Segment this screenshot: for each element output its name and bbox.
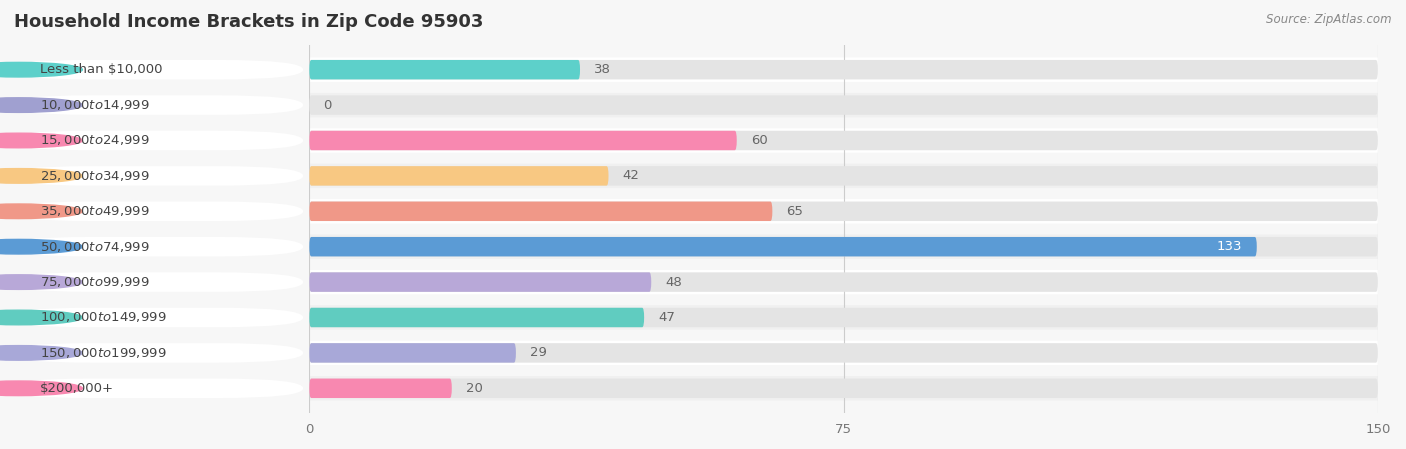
FancyBboxPatch shape [6,379,304,398]
Text: Less than $10,000: Less than $10,000 [41,63,163,76]
FancyBboxPatch shape [309,308,1378,327]
Text: $100,000 to $149,999: $100,000 to $149,999 [41,311,167,325]
FancyBboxPatch shape [309,166,609,185]
Text: $10,000 to $14,999: $10,000 to $14,999 [41,98,150,112]
Text: 133: 133 [1218,240,1243,253]
Text: 42: 42 [623,169,640,182]
Circle shape [0,346,83,360]
FancyBboxPatch shape [309,202,1378,221]
Circle shape [0,381,83,396]
FancyBboxPatch shape [309,164,1378,188]
Text: 60: 60 [751,134,768,147]
FancyBboxPatch shape [309,341,1378,365]
FancyBboxPatch shape [6,166,304,185]
Text: Household Income Brackets in Zip Code 95903: Household Income Brackets in Zip Code 95… [14,13,484,31]
Circle shape [0,239,83,254]
Text: $25,000 to $34,999: $25,000 to $34,999 [41,169,150,183]
Circle shape [0,98,83,112]
Text: $15,000 to $24,999: $15,000 to $24,999 [41,133,150,147]
FancyBboxPatch shape [6,343,304,363]
Circle shape [0,204,83,219]
Text: $200,000+: $200,000+ [41,382,114,395]
FancyBboxPatch shape [309,343,1378,363]
FancyBboxPatch shape [6,202,304,221]
FancyBboxPatch shape [309,57,1378,82]
FancyBboxPatch shape [309,273,1378,292]
FancyBboxPatch shape [309,270,1378,294]
Text: $150,000 to $199,999: $150,000 to $199,999 [41,346,167,360]
FancyBboxPatch shape [309,199,1378,224]
Circle shape [0,133,83,148]
Circle shape [0,168,83,183]
Text: 38: 38 [595,63,612,76]
FancyBboxPatch shape [309,237,1378,256]
FancyBboxPatch shape [309,60,581,79]
FancyBboxPatch shape [6,308,304,327]
Circle shape [0,62,83,77]
Text: 0: 0 [323,99,332,112]
FancyBboxPatch shape [309,305,1378,330]
FancyBboxPatch shape [309,234,1378,259]
Text: 48: 48 [665,276,682,289]
FancyBboxPatch shape [6,237,304,256]
FancyBboxPatch shape [309,93,1378,117]
Text: 29: 29 [530,346,547,359]
Text: 20: 20 [465,382,482,395]
FancyBboxPatch shape [309,202,772,221]
FancyBboxPatch shape [309,376,1378,401]
Text: 47: 47 [658,311,675,324]
Circle shape [0,275,83,290]
FancyBboxPatch shape [6,273,304,292]
FancyBboxPatch shape [309,343,516,363]
FancyBboxPatch shape [6,131,304,150]
FancyBboxPatch shape [309,379,451,398]
Text: 65: 65 [786,205,803,218]
FancyBboxPatch shape [309,60,1378,79]
FancyBboxPatch shape [309,131,1378,150]
FancyBboxPatch shape [6,95,304,115]
FancyBboxPatch shape [309,379,1378,398]
FancyBboxPatch shape [6,60,304,79]
FancyBboxPatch shape [309,166,1378,185]
FancyBboxPatch shape [309,308,644,327]
FancyBboxPatch shape [309,95,1378,115]
Text: $50,000 to $74,999: $50,000 to $74,999 [41,240,150,254]
FancyBboxPatch shape [309,128,1378,153]
FancyBboxPatch shape [309,131,737,150]
Text: Source: ZipAtlas.com: Source: ZipAtlas.com [1267,13,1392,26]
Text: $75,000 to $99,999: $75,000 to $99,999 [41,275,150,289]
FancyBboxPatch shape [309,237,1257,256]
Circle shape [0,310,83,325]
FancyBboxPatch shape [309,273,651,292]
Text: $35,000 to $49,999: $35,000 to $49,999 [41,204,150,218]
